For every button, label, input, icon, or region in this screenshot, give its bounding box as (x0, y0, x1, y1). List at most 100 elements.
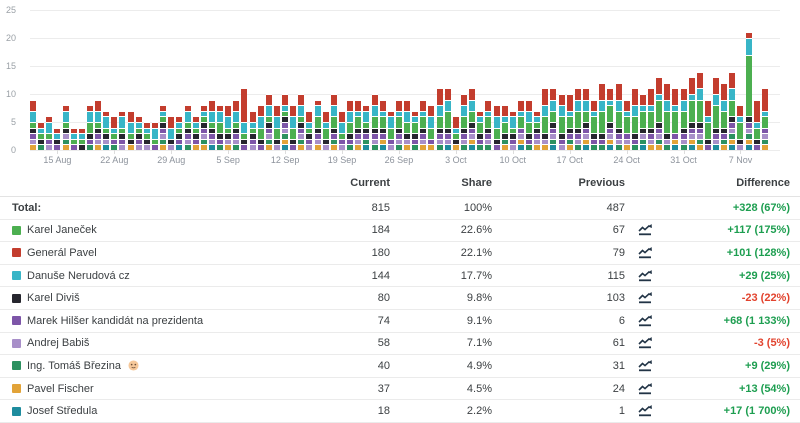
bar-segment[interactable] (623, 116, 630, 134)
bar-segment[interactable] (460, 133, 467, 139)
bar-segment[interactable] (639, 144, 646, 150)
bar-segment[interactable] (664, 144, 671, 150)
stacked-bar[interactable] (371, 94, 378, 150)
bar-segment[interactable] (420, 138, 427, 145)
stacked-bar[interactable] (501, 105, 508, 150)
bar-segment[interactable] (469, 133, 476, 139)
bar-segment[interactable] (607, 127, 614, 134)
stacked-bar[interactable] (363, 105, 370, 150)
bar-segment[interactable] (688, 144, 695, 150)
bar-segment[interactable] (111, 127, 118, 134)
bar-segment[interactable] (233, 127, 240, 134)
bar-segment[interactable] (249, 110, 256, 123)
bar-segment[interactable] (282, 138, 289, 145)
bar-segment[interactable] (688, 133, 695, 139)
bar-segment[interactable] (151, 144, 158, 150)
bar-segment[interactable] (30, 144, 36, 150)
bar-segment[interactable] (656, 138, 663, 145)
bar-segment[interactable] (54, 127, 61, 134)
bar-segment[interactable] (217, 105, 224, 111)
bar-segment[interactable] (485, 99, 492, 111)
bar-segment[interactable] (574, 133, 581, 139)
stacked-bar[interactable] (257, 105, 264, 150)
bar-segment[interactable] (713, 133, 720, 139)
bar-segment[interactable] (282, 105, 289, 111)
bar-segment[interactable] (314, 144, 321, 150)
stacked-bar[interactable] (306, 110, 313, 150)
bar-segment[interactable] (761, 110, 768, 117)
bar-segment[interactable] (46, 116, 53, 123)
bar-segment[interactable] (631, 133, 638, 139)
bar-segment[interactable] (355, 138, 362, 145)
bar-segment[interactable] (233, 144, 240, 150)
bar-segment[interactable] (477, 116, 484, 123)
bar-segment[interactable] (542, 105, 549, 117)
bar-segment[interactable] (330, 133, 337, 139)
bar-segment[interactable] (729, 88, 736, 100)
bar-segment[interactable] (704, 122, 711, 139)
bar-segment[interactable] (656, 77, 663, 95)
bar-segment[interactable] (664, 110, 671, 134)
stacked-bar[interactable] (38, 122, 45, 150)
bar-segment[interactable] (217, 144, 224, 150)
bar-segment[interactable] (517, 144, 524, 150)
bar-segment[interactable] (273, 105, 280, 117)
bar-segment[interactable] (550, 138, 557, 145)
bar-segment[interactable] (200, 105, 207, 111)
bar-segment[interactable] (550, 110, 557, 123)
bar-segment[interactable] (282, 127, 289, 134)
stacked-bar[interactable] (534, 110, 541, 150)
bar-segment[interactable] (591, 116, 598, 134)
bar-segment[interactable] (119, 116, 126, 128)
bar-segment[interactable] (347, 99, 354, 111)
bar-segment[interactable] (672, 105, 679, 111)
stacked-bar[interactable] (664, 82, 671, 150)
bar-segment[interactable] (591, 133, 598, 139)
bar-segment[interactable] (330, 105, 337, 117)
bar-segment[interactable] (225, 144, 232, 150)
bar-segment[interactable] (176, 144, 183, 150)
bar-segment[interactable] (444, 88, 451, 100)
bar-segment[interactable] (103, 144, 110, 150)
bar-segment[interactable] (615, 99, 622, 111)
bar-segment[interactable] (542, 144, 549, 150)
bar-segment[interactable] (404, 133, 411, 139)
bar-segment[interactable] (688, 77, 695, 95)
bar-segment[interactable] (322, 122, 329, 128)
bar-segment[interactable] (208, 138, 215, 145)
bar-segment[interactable] (298, 94, 305, 106)
bar-segment[interactable] (412, 110, 419, 117)
bar-segment[interactable] (436, 116, 443, 128)
trend-chart-icon[interactable] (637, 336, 653, 350)
bar-segment[interactable] (347, 110, 354, 123)
bar-segment[interactable] (379, 127, 386, 134)
bar-segment[interactable] (192, 144, 199, 150)
bar-segment[interactable] (412, 116, 419, 123)
bar-segment[interactable] (574, 88, 581, 100)
bar-segment[interactable] (314, 127, 321, 134)
bar-segment[interactable] (753, 138, 760, 145)
bar-segment[interactable] (729, 144, 736, 150)
bar-segment[interactable] (184, 122, 191, 128)
bar-segment[interactable] (257, 105, 264, 117)
bar-segment[interactable] (648, 133, 655, 139)
bar-segment[interactable] (127, 138, 134, 145)
bar-segment[interactable] (339, 138, 346, 145)
bar-segment[interactable] (534, 144, 541, 150)
stacked-bar[interactable] (615, 82, 622, 150)
bar-segment[interactable] (582, 133, 589, 139)
bar-segment[interactable] (648, 138, 655, 145)
bar-segment[interactable] (160, 105, 167, 111)
bar-segment[interactable] (420, 116, 427, 128)
bar-segment[interactable] (54, 133, 61, 139)
bar-segment[interactable] (95, 127, 102, 134)
bar-segment[interactable] (282, 94, 289, 106)
bar-segment[interactable] (428, 144, 435, 150)
bar-segment[interactable] (387, 138, 394, 145)
bar-segment[interactable] (127, 110, 134, 123)
bar-segment[interactable] (86, 110, 93, 123)
bar-segment[interactable] (721, 133, 728, 139)
bar-segment[interactable] (526, 144, 533, 150)
stacked-bar[interactable] (648, 88, 655, 150)
bar-segment[interactable] (713, 144, 720, 150)
